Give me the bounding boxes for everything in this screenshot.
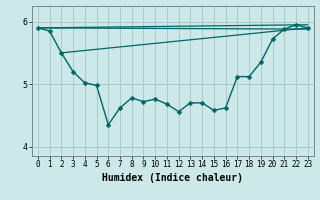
X-axis label: Humidex (Indice chaleur): Humidex (Indice chaleur) <box>102 173 243 183</box>
